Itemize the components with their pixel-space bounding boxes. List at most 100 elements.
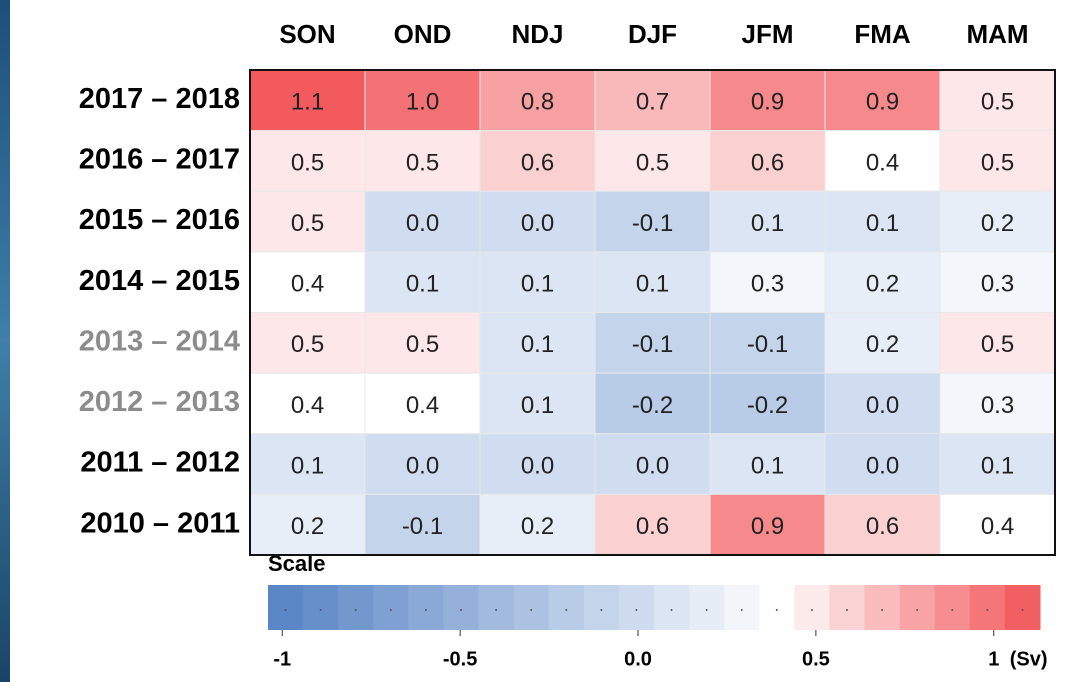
heatmap-cell (594, 190, 711, 253)
heatmap-cell (824, 493, 941, 556)
heatmap-cell (249, 433, 366, 495)
cell-value: 0.0 (406, 452, 439, 479)
cell-value: 0.4 (981, 513, 1014, 540)
heatmap-cell (479, 493, 596, 556)
cell-value: 0.7 (636, 89, 669, 116)
cell-value: 0.5 (291, 210, 324, 237)
cell-value: 0.4 (291, 392, 324, 419)
colorbar-dot (916, 609, 919, 611)
colorbar-dot (319, 609, 322, 611)
heatmap-cell (479, 433, 596, 495)
colorbar-dot (389, 609, 392, 611)
colorbar-unit: (Sv) (1010, 648, 1048, 670)
heatmap-cell (594, 372, 711, 435)
cell-value: 0.3 (981, 271, 1014, 298)
heatmap-cell (479, 69, 596, 132)
row-label: 2015 – 2016 (79, 204, 240, 236)
cell-value: 0.5 (291, 331, 324, 358)
heatmap-cell (249, 312, 366, 374)
heatmap-cell (479, 130, 596, 192)
cell-value: 0.6 (636, 513, 669, 540)
row-label: 2016 – 2017 (79, 144, 240, 176)
cell-value: -0.2 (632, 392, 673, 419)
colorbar-dot (530, 609, 533, 611)
heatmap-cell (364, 433, 481, 495)
cell-value: 0.1 (866, 210, 899, 237)
colorbar-dot (460, 609, 462, 611)
colorbar-dot (565, 609, 568, 611)
row-label: 2011 – 2012 (80, 447, 240, 479)
cell-value: 0.3 (751, 271, 784, 298)
colorbar-segment (794, 585, 830, 630)
colorbar-tick-label: -0.5 (443, 648, 477, 670)
cell-value: 0.1 (406, 271, 439, 298)
heatmap-cell (594, 251, 711, 313)
heatmap-cell (364, 251, 481, 313)
colorbar-dot (986, 609, 989, 611)
cell-value: 0.6 (866, 513, 899, 540)
colorbar-segment (583, 585, 620, 630)
heatmap-cell (249, 190, 366, 253)
cell-value: 0.0 (521, 452, 554, 479)
colorbar-segment (513, 585, 550, 630)
cell-value: 0.4 (406, 392, 439, 419)
cell-value: 0.3 (981, 392, 1014, 419)
heatmap-cell (594, 433, 711, 495)
cell-value: 0.4 (866, 149, 899, 176)
cell-value: 0.5 (406, 149, 439, 176)
colorbar-segment (1004, 585, 1041, 630)
colorbar-segment (969, 585, 1006, 630)
row-label: 2010 – 2011 (80, 507, 240, 539)
cell-value: 0.6 (521, 149, 554, 176)
column-header: DJF (628, 19, 677, 49)
heatmap-cell (939, 493, 1056, 556)
row-label: 2013 – 2014 (79, 325, 240, 357)
colorbar-segment (689, 585, 725, 630)
cell-value: 0.5 (981, 149, 1014, 176)
background-strip (0, 0, 10, 682)
cell-value: 0.1 (521, 392, 554, 419)
row-label: 2014 – 2015 (79, 265, 240, 297)
table-border (249, 69, 1056, 556)
cell-value: 0.9 (751, 89, 784, 116)
cell-value: 0.4 (291, 271, 324, 298)
colorbar-dot (635, 609, 638, 611)
colorbar-dot (670, 609, 673, 611)
row-label: 2017 – 2018 (79, 83, 240, 115)
heatmap-cell (364, 493, 481, 556)
colorbar-dot (810, 609, 813, 611)
colorbar-segment (478, 585, 515, 630)
cell-value: 0.1 (521, 271, 554, 298)
column-header: FMA (854, 19, 911, 49)
cell-value: -0.1 (632, 331, 673, 358)
heatmap-cell (939, 312, 1056, 374)
colorbar-dot (424, 609, 427, 611)
heatmap-cell (709, 251, 826, 313)
heatmap-cell (824, 130, 941, 192)
cell-value: 0.8 (521, 89, 554, 116)
colorbar-segment (548, 585, 585, 630)
colorbar-segment (618, 585, 655, 630)
cell-value: -0.1 (747, 331, 788, 358)
heatmap-cell (364, 312, 481, 374)
heatmap-cell (364, 130, 481, 192)
colorbar-segment (829, 585, 866, 630)
colorbar-segment (864, 585, 901, 630)
cell-value: 0.1 (751, 210, 784, 237)
cell-value: 0.2 (981, 210, 1014, 237)
cell-value: 0.0 (866, 452, 899, 479)
colorbar-dot (775, 609, 778, 611)
cell-value: 0.0 (866, 392, 899, 419)
heatmap-cell (939, 190, 1056, 253)
cell-value: 0.2 (521, 513, 554, 540)
heatmap-cell (249, 372, 366, 435)
colorbar-tick-label: -1 (273, 648, 291, 670)
heatmap-cell (709, 130, 826, 192)
colorbar-segment (443, 585, 480, 630)
colorbar-segment (303, 585, 339, 630)
heatmap-cell (249, 69, 366, 132)
cell-value: 0.2 (866, 271, 899, 298)
cell-value: 0.0 (521, 210, 554, 237)
heatmap-cell (249, 493, 366, 556)
colorbar-dot (600, 609, 603, 611)
